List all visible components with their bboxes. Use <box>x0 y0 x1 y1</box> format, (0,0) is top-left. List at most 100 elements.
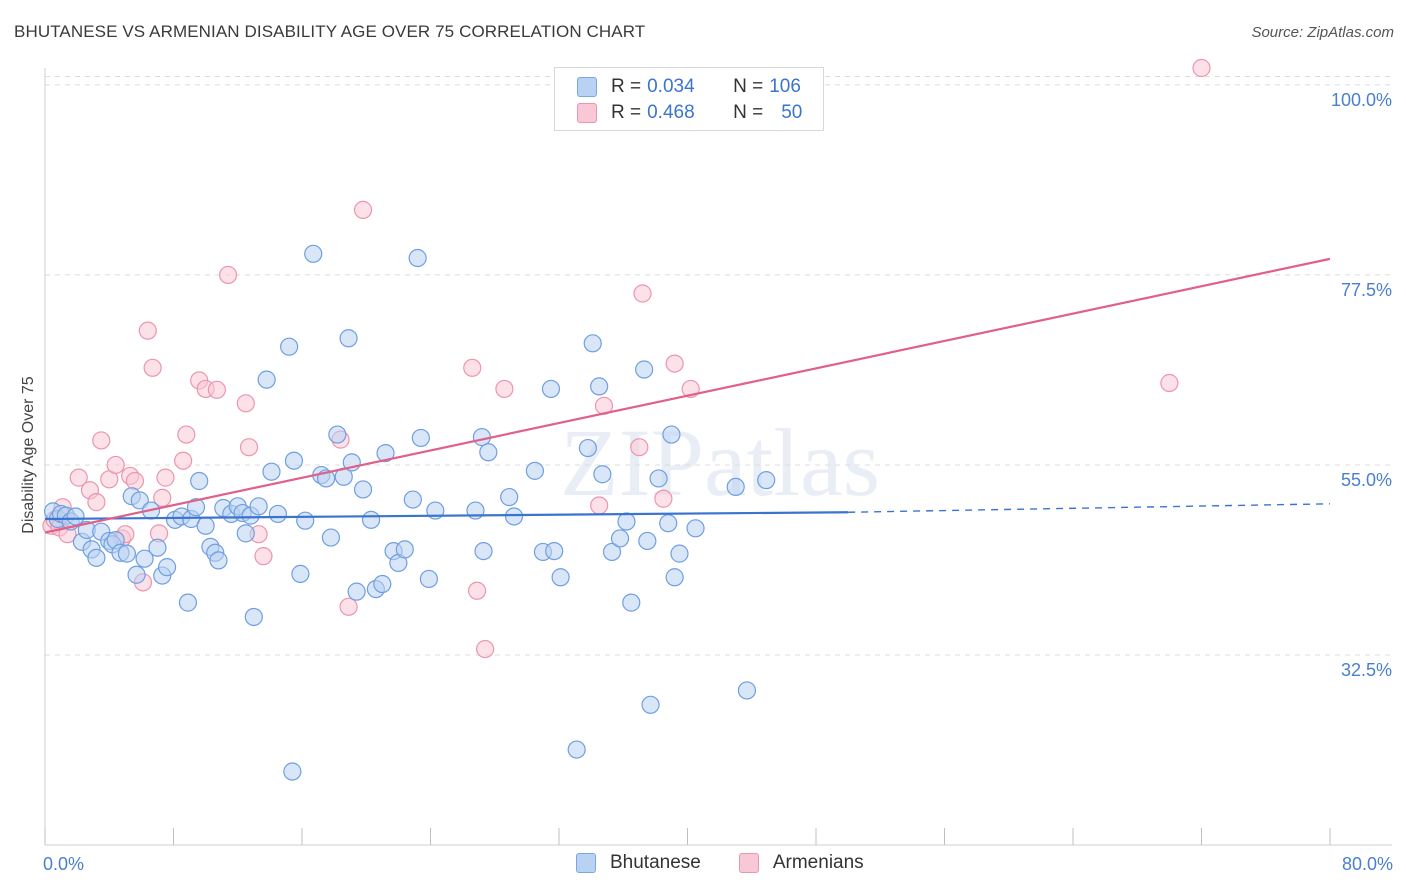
bhutanese-point <box>196 516 215 535</box>
armenians-point <box>630 438 649 457</box>
bhutanese-point <box>545 541 564 561</box>
bhutanese-point <box>130 491 149 510</box>
legend-r-value: 0.034 <box>647 76 695 97</box>
y-tick-label: 55.0% <box>1341 470 1392 490</box>
bhutanese-point <box>686 519 705 538</box>
armenians-point <box>219 265 238 285</box>
trend-lines <box>44 257 1331 534</box>
bhutanese-point <box>66 507 85 526</box>
armenians-point <box>1160 373 1179 393</box>
bhutanese-point <box>757 471 776 490</box>
y-tick-label: 100.0% <box>1331 90 1392 110</box>
bhutanese-point <box>186 498 206 517</box>
bhutanese-point <box>117 544 137 563</box>
bhutanese-points <box>43 244 776 781</box>
watermark: ZIPatlas <box>560 409 880 516</box>
bhutanese-point <box>411 428 430 448</box>
bhutanese-point <box>244 607 263 627</box>
bhutanese-point <box>525 461 545 480</box>
legend-n-label: N = <box>733 102 764 123</box>
armenians-point <box>353 200 373 219</box>
bhutanese-point <box>376 444 395 463</box>
legend-row-armenians: R = 0.468 N = 50 <box>577 101 802 125</box>
bhutanese-point <box>635 360 654 379</box>
legend: R = 0.034 N = 106 R = 0.468 N = 50 <box>554 67 824 131</box>
legend-n-value: 106 <box>769 76 801 97</box>
legend-label-bhutanese: Bhutanese <box>610 852 701 873</box>
armenians-point <box>207 380 226 399</box>
bhutanese-point <box>622 593 641 612</box>
legend-item-bhutanese[interactable]: Bhutanese <box>576 852 701 874</box>
armenians-point <box>106 455 125 475</box>
bhutanese-point <box>361 510 381 529</box>
legend-item-armenians[interactable]: Armenians <box>738 852 864 874</box>
armenians-point <box>590 496 609 515</box>
legend-row-bhutanese: R = 0.034 N = 106 <box>577 75 801 99</box>
armenians-point <box>1192 58 1211 78</box>
legend-n-label: N = <box>733 76 764 97</box>
bhutanese-point <box>403 490 422 509</box>
bhutanese-point <box>339 329 358 348</box>
bhutanese-point <box>268 504 288 524</box>
armenians-point <box>156 468 175 487</box>
armenians-point <box>467 581 487 600</box>
bhutanese-point <box>236 524 255 543</box>
armenians-point <box>69 468 88 487</box>
bhutanese-point <box>291 564 310 583</box>
bhutanese-point <box>593 465 612 484</box>
armenians-point <box>339 597 358 616</box>
bhutanese-point <box>578 438 598 458</box>
legend-r-label: R = <box>611 102 642 123</box>
armenians-point <box>239 438 259 457</box>
bhutanese-point <box>659 514 678 533</box>
armenians-point <box>236 394 255 413</box>
bhutanese-point <box>395 540 414 559</box>
bhutanese-point <box>304 244 323 263</box>
bhutanese-point <box>649 469 668 488</box>
bhutanese-point <box>262 462 281 481</box>
legend-r-value: 0.468 <box>647 102 695 123</box>
bhutanese-point <box>249 497 268 516</box>
armenians-point <box>87 493 106 512</box>
tick-labels: 32.5% 55.0% 77.5% 100.0% 0.0% 80.0% <box>43 90 1393 874</box>
bhutanese-point <box>567 740 586 759</box>
bhutanese-point <box>135 549 154 568</box>
bhutanese-point <box>737 681 757 700</box>
bhutanese-point <box>662 425 681 444</box>
bhutanese-point <box>726 477 745 497</box>
legend-swatch-pink <box>577 103 597 123</box>
bhutanese-point <box>665 568 684 587</box>
armenians-point <box>633 284 652 303</box>
y-tick-label: 32.5% <box>1341 660 1392 680</box>
bhutanese-point <box>190 471 209 491</box>
bhutanese-point <box>610 529 630 548</box>
bhutanese-trend-extension <box>848 503 1331 513</box>
armenians-point <box>174 451 193 470</box>
bhutanese-point <box>209 551 228 570</box>
bhutanese-trend-line <box>44 511 849 521</box>
bhutanese-point <box>284 451 304 470</box>
armenians-point <box>463 358 482 377</box>
chart-title: BHUTANESE VS ARMENIAN DISABILITY AGE OVE… <box>14 22 646 41</box>
bhutanese-point <box>474 541 493 561</box>
bhutanese-point <box>321 528 341 547</box>
legend-swatch-pink <box>738 853 759 873</box>
armenians-point <box>153 488 172 507</box>
bhutanese-point <box>373 574 392 594</box>
armenians-point <box>143 358 162 377</box>
bhutanese-point <box>283 762 302 781</box>
bhutanese-point <box>280 337 299 356</box>
gridlines <box>45 75 1392 656</box>
bhutanese-point <box>590 377 609 396</box>
bhutanese-point <box>127 565 146 584</box>
bhutanese-point <box>583 334 602 353</box>
bhutanese-point <box>419 569 438 589</box>
armenians-point <box>254 547 273 566</box>
bhutanese-point <box>347 582 366 601</box>
bhutanese-point <box>641 695 660 714</box>
bottom-legend: Bhutanese Armenians <box>576 852 902 874</box>
bhutanese-point <box>296 511 315 530</box>
y-axis-label: Disability Age Over 75 <box>20 376 37 534</box>
bhutanese-point <box>479 443 498 462</box>
bhutanese-point <box>257 370 276 389</box>
